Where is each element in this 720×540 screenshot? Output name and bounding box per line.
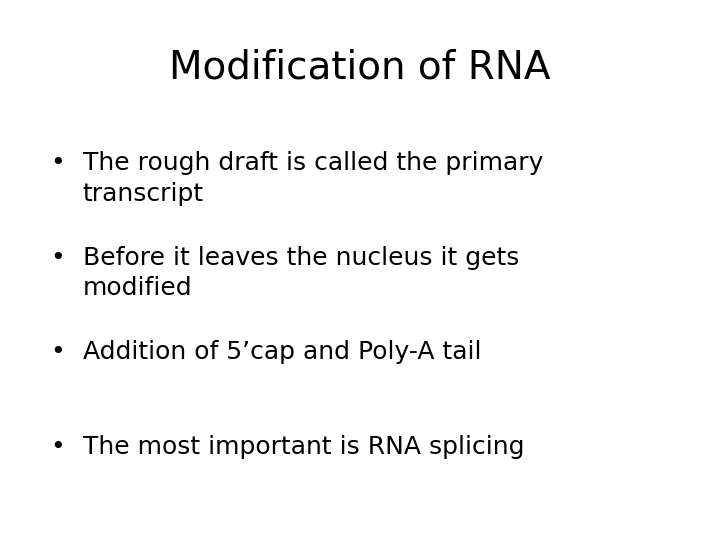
Text: •: •	[50, 151, 65, 175]
Text: •: •	[50, 435, 65, 458]
Text: Addition of 5’cap and Poly-A tail: Addition of 5’cap and Poly-A tail	[83, 340, 481, 364]
Text: The rough draft is called the primary
transcript: The rough draft is called the primary tr…	[83, 151, 543, 206]
Text: The most important is RNA splicing: The most important is RNA splicing	[83, 435, 524, 458]
Text: •: •	[50, 246, 65, 269]
Text: Modification of RNA: Modification of RNA	[169, 49, 551, 86]
Text: •: •	[50, 340, 65, 364]
Text: Before it leaves the nucleus it gets
modified: Before it leaves the nucleus it gets mod…	[83, 246, 519, 300]
